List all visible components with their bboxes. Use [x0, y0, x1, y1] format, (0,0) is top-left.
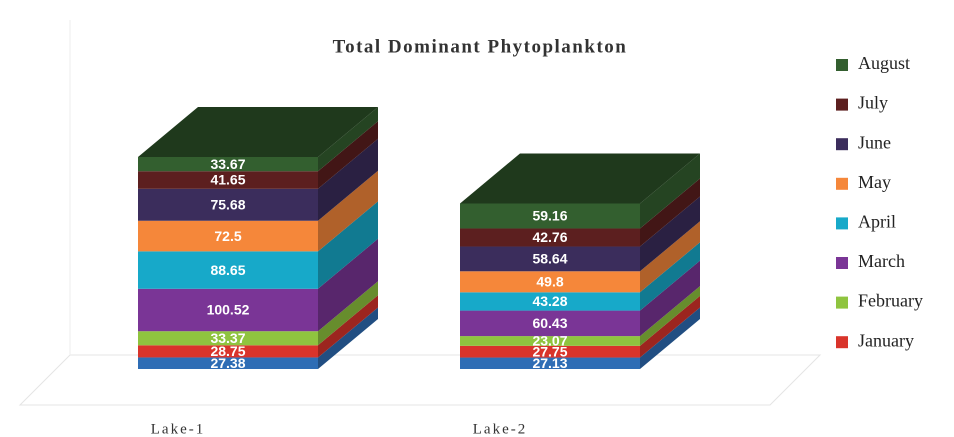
bar-side	[318, 138, 378, 221]
legend-swatch	[836, 336, 848, 349]
bar-side	[640, 153, 700, 229]
bar-segment	[138, 345, 318, 358]
legend-label: April	[858, 212, 896, 232]
data-label: 43.28	[532, 293, 567, 309]
bar-segment	[138, 357, 318, 369]
bar-segment	[460, 271, 640, 293]
bar-segment	[460, 345, 640, 358]
bar-segment	[460, 203, 640, 229]
bar-segment	[460, 357, 640, 369]
legend-label: July	[858, 93, 888, 113]
bar-side	[318, 295, 378, 358]
legend-label: February	[858, 291, 923, 311]
bar-segment	[138, 251, 318, 289]
bar-side	[640, 295, 700, 358]
x-tick-label: Lake-2	[473, 421, 527, 437]
bar-segment	[138, 288, 318, 332]
data-label: 27.75	[532, 343, 567, 359]
bar-segment	[138, 188, 318, 221]
bar-side	[318, 107, 378, 172]
bar-segment	[138, 220, 318, 252]
bar-side	[640, 196, 700, 272]
data-label: 42.76	[532, 229, 567, 245]
bar-segment	[138, 157, 318, 172]
data-label: 27.13	[532, 355, 567, 371]
data-label: 100.52	[207, 302, 250, 318]
legend-swatch	[836, 59, 848, 71]
data-label: 75.68	[210, 196, 245, 212]
bar-side	[640, 221, 700, 293]
data-label: 59.16	[532, 208, 567, 224]
floor	[18, 354, 822, 406]
data-label: 41.65	[210, 172, 245, 188]
x-tick-label: Lake-1	[151, 421, 205, 437]
bar-segment	[460, 228, 640, 247]
legend-label: March	[858, 251, 905, 271]
legend-swatch	[836, 257, 848, 269]
data-label: 72.5	[214, 228, 241, 244]
bar-side	[318, 201, 378, 289]
data-label: 33.67	[210, 156, 245, 172]
bar-segment	[460, 292, 640, 311]
chart-title: Total Dominant Phytoplankton	[333, 36, 628, 57]
legend-label: June	[858, 132, 891, 152]
data-label: 49.8	[536, 274, 563, 290]
bar-top	[138, 107, 378, 157]
data-label: 23.07	[532, 333, 567, 349]
bar-side	[640, 260, 700, 337]
legend-swatch	[836, 217, 848, 230]
bar-side	[318, 281, 378, 346]
data-label: 88.65	[210, 262, 245, 278]
bar-side	[640, 242, 700, 311]
bar-segment	[138, 171, 318, 189]
bar-side	[318, 307, 378, 369]
bar-side	[640, 178, 700, 247]
bar-segment	[138, 331, 318, 346]
bar-side	[318, 238, 378, 332]
data-label: 60.43	[532, 315, 567, 331]
legend-swatch	[836, 177, 848, 190]
legend-label: May	[858, 172, 891, 192]
bar-segment	[460, 336, 640, 346]
legend-swatch	[836, 296, 848, 309]
legend-label: August	[858, 53, 910, 73]
legend-swatch	[836, 138, 848, 151]
data-label: 33.37	[210, 330, 245, 346]
bar-segment	[460, 310, 640, 337]
bar-side	[640, 307, 700, 369]
data-label: 28.75	[210, 343, 245, 359]
legend-swatch	[836, 98, 848, 111]
data-label: 58.64	[532, 251, 567, 267]
bar-segment	[460, 246, 640, 272]
legend-label: January	[858, 330, 914, 350]
bar-side	[318, 121, 378, 189]
data-label: 27.38	[210, 355, 245, 371]
bar-top	[460, 153, 700, 204]
bar-side	[318, 170, 378, 252]
bar-side	[640, 286, 700, 346]
